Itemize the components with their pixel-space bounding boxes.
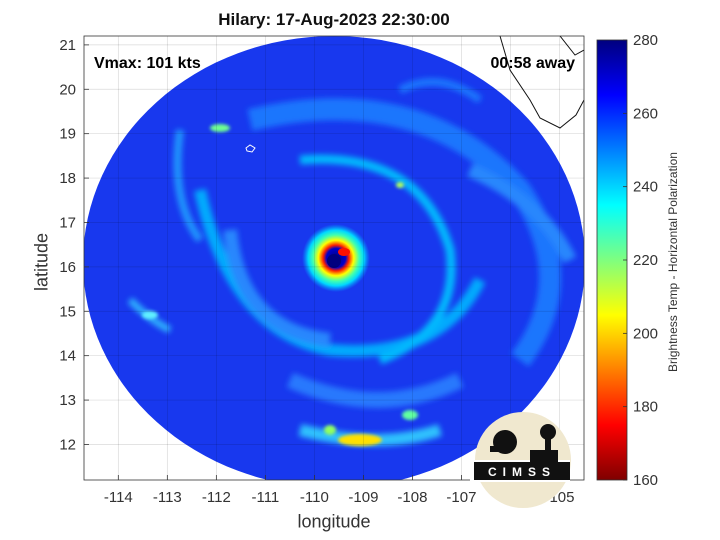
colorbar-tick-label: 280 <box>633 32 658 49</box>
colorbar-tick-label: 220 <box>633 252 658 269</box>
y-tick-label: 17 <box>59 214 76 231</box>
y-tick-label: 13 <box>59 392 76 409</box>
x-tick-label: -108 <box>397 489 427 506</box>
time-away-annotation: 00:58 away <box>490 55 575 72</box>
x-tick-label: -111 <box>251 489 279 506</box>
water-tower-icon <box>540 424 556 440</box>
y-tick-label: 12 <box>59 436 76 453</box>
logo-banner <box>474 462 570 480</box>
y-tick-label: 20 <box>59 81 76 98</box>
x-tick-label: -112 <box>202 489 231 506</box>
eyewall-hotspot <box>338 248 350 256</box>
x-tick-label: -110 <box>300 489 329 506</box>
island-outline <box>245 144 256 153</box>
x-axis-ticks: -114-113-112-111-110-109-108-107-106-105 <box>104 475 575 506</box>
y-tick-label: 15 <box>59 303 76 320</box>
cimss-logo: CIMSS <box>470 412 571 508</box>
y-tick-label: 21 <box>59 37 76 54</box>
logo-text: CIMSS <box>488 465 556 479</box>
x-tick-label: -109 <box>348 489 378 506</box>
y-tick-label: 18 <box>59 170 76 187</box>
colorbar-tick-label: 200 <box>633 325 658 342</box>
plot-frame <box>83 35 585 481</box>
x-tick-label: -114 <box>104 489 133 506</box>
storm-eye <box>327 254 341 268</box>
colorbar-tick-label: 240 <box>633 179 658 196</box>
y-axis-ticks: 12 13 14 15 16 17 18 19 20 21 <box>59 37 89 453</box>
y-tick-label: 19 <box>59 126 76 143</box>
y-tick-label: 14 <box>59 348 76 365</box>
y-tick-label: 16 <box>59 259 76 276</box>
colorbar-tick-label: 160 <box>633 472 658 489</box>
plot-title: Hilary: 17-Aug-2023 22:30:00 <box>218 10 450 29</box>
colorbar-tick-label: 260 <box>633 105 658 122</box>
coastline <box>499 36 584 129</box>
coastline-north <box>559 36 584 56</box>
x-tick-label: -107 <box>446 489 476 506</box>
colorbar-tick-label: 180 <box>633 399 658 416</box>
x-axis-label: longitude <box>297 511 371 532</box>
colorbar-ticks: 160 180 200 220 240 260 280 <box>623 32 658 489</box>
vmax-annotation: Vmax: 101 kts <box>94 55 201 72</box>
x-tick-label: -113 <box>153 489 182 506</box>
microwave-swath <box>84 36 584 480</box>
colorbar <box>596 39 628 481</box>
